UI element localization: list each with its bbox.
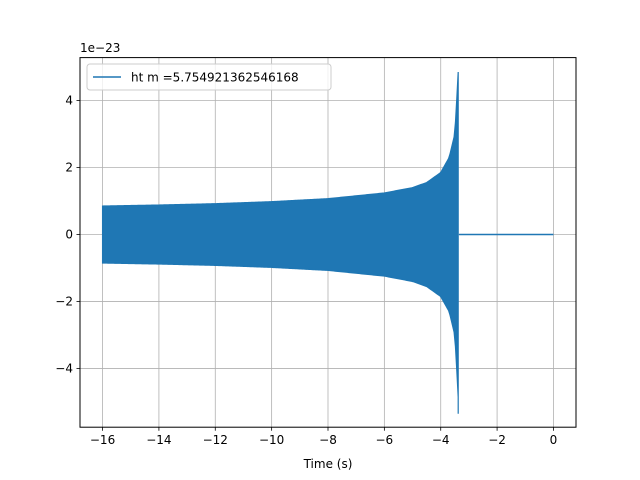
x-tick-label: 0 [550, 433, 558, 447]
x-axis-label: Time (s) [303, 457, 353, 471]
legend-box [86, 63, 332, 91]
x-tick-label: −4 [432, 433, 450, 447]
x-tick-label: −6 [376, 433, 394, 447]
y-tick-label: −4 [55, 362, 73, 376]
y-tick-label: −2 [55, 295, 73, 309]
x-tick-label: −2 [488, 433, 506, 447]
x-tick-label: −8 [319, 433, 337, 447]
y-axis: −4 −2 0 2 4 [55, 93, 80, 376]
x-tick-label: −14 [146, 433, 171, 447]
x-tick-label: −10 [259, 433, 284, 447]
x-tick-label: −16 [90, 433, 115, 447]
y-tick-label: 0 [65, 228, 73, 242]
series-layer [101, 71, 554, 414]
x-tick-label: −12 [203, 433, 228, 447]
legend-label: ht m =5.754921362546168 [131, 71, 299, 85]
y-offset-label: 1e−23 [80, 41, 120, 55]
x-axis: −16 −14 −12 −10 −8 −6 −4 −2 0 [90, 427, 557, 447]
y-tick-label: 2 [65, 161, 73, 175]
y-tick-label: 4 [65, 93, 73, 107]
legend: ht m =5.754921362546168 [86, 63, 332, 91]
series-waveform [101, 71, 459, 414]
